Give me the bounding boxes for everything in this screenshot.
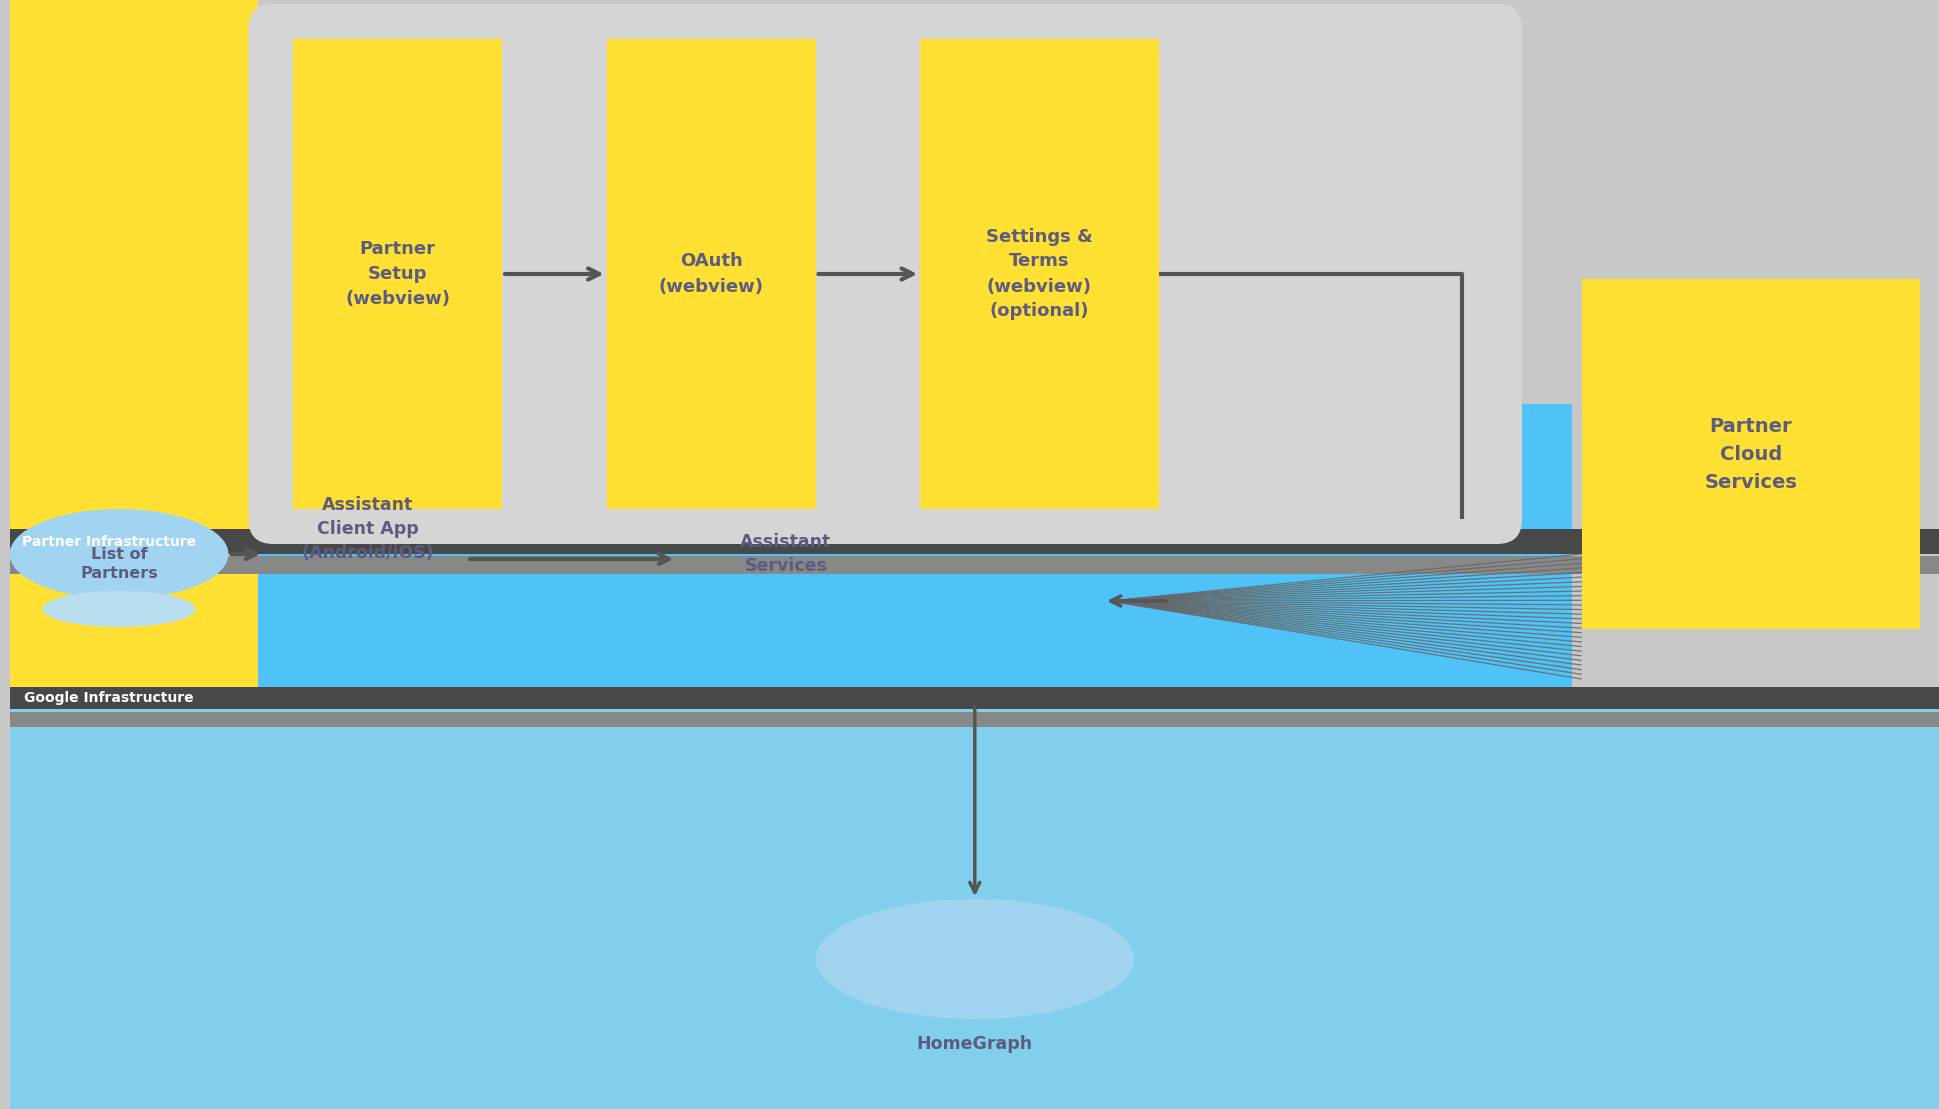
FancyBboxPatch shape [919,39,1158,509]
Ellipse shape [43,591,196,627]
Ellipse shape [814,899,1134,1019]
Text: Partner
Setup
(webview): Partner Setup (webview) [345,240,450,308]
Text: HomeGraph: HomeGraph [917,1035,1032,1054]
FancyBboxPatch shape [1580,279,1920,629]
Bar [10,712,1939,728]
FancyBboxPatch shape [248,4,1522,545]
Text: Assistant
Services: Assistant Services [739,533,832,574]
Text: Settings &
Terms
(webview)
(optional): Settings & Terms (webview) (optional) [985,227,1092,321]
Bar [258,404,1571,704]
Text: Partner Infrastructure: Partner Infrastructure [21,535,196,549]
Bar [10,529,1939,554]
Text: OAuth
(webview): OAuth (webview) [657,253,764,295]
Bar [10,0,258,1109]
Bar [10,686,1939,709]
Ellipse shape [10,509,229,599]
Bar [10,704,1939,1109]
Text: Partner
Cloud
Services: Partner Cloud Services [1704,417,1796,491]
Text: Assistant
Client App
(Android/iOS): Assistant Client App (Android/iOS) [301,497,434,561]
Bar [10,556,1939,574]
FancyBboxPatch shape [607,39,814,509]
Text: List of
Partners: List of Partners [79,547,157,581]
Text: Google Infrastructure: Google Infrastructure [25,691,194,705]
FancyBboxPatch shape [293,39,502,509]
